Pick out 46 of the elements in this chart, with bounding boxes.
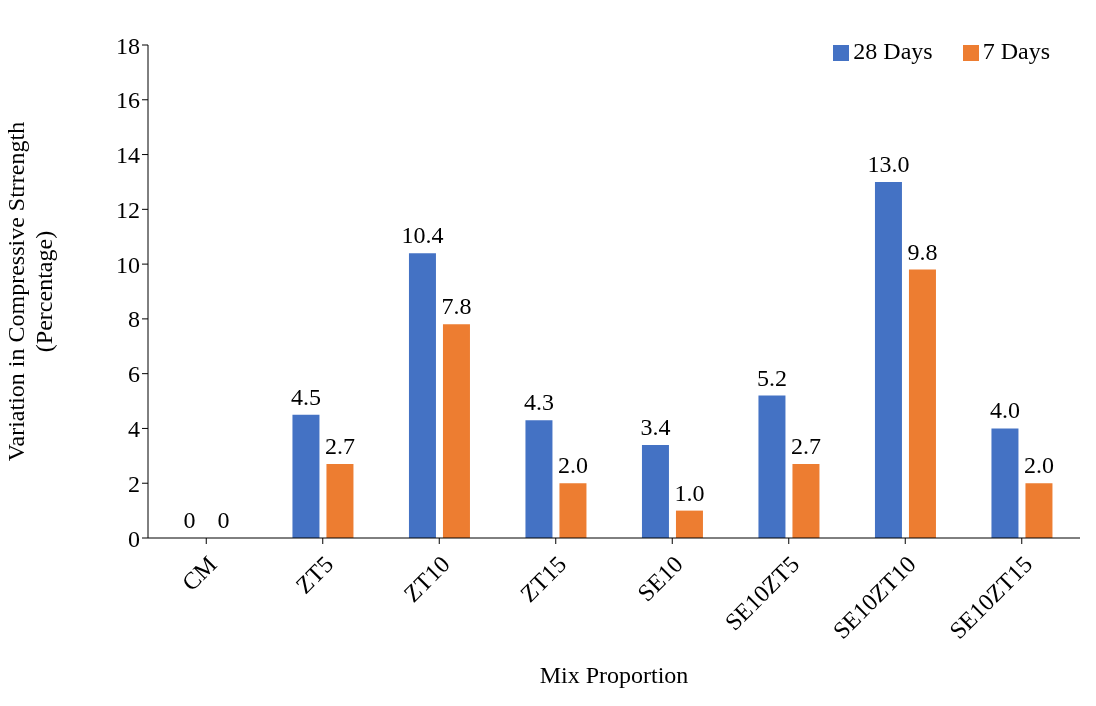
data-label: 3.4: [640, 413, 671, 440]
bar: [559, 483, 587, 538]
bar: [758, 395, 786, 538]
y-tick-label: 4: [128, 415, 140, 442]
x-axis-title: Mix Proportion: [539, 662, 689, 688]
data-label: 5.2: [756, 364, 787, 391]
bar: [1025, 483, 1053, 538]
bar: [641, 444, 669, 538]
data-label: 0: [217, 506, 230, 533]
y-tick-label: 14: [116, 142, 140, 169]
data-label: 2.0: [1023, 452, 1054, 479]
x-tick-label: ZT5: [290, 551, 339, 599]
data-label: 1.0: [674, 479, 705, 506]
bar: [908, 269, 936, 538]
bar: [675, 510, 703, 538]
y-tick-label: 12: [116, 196, 140, 223]
data-label: 4.0: [989, 397, 1020, 424]
data-label: 2.7: [790, 433, 821, 460]
y-tick-label: 8: [128, 306, 140, 333]
y-tick-label: 18: [116, 32, 140, 59]
bar: [874, 181, 902, 538]
legend-label: 7 Days: [982, 38, 1050, 64]
y-tick-label: 2: [128, 470, 140, 497]
bar: [991, 428, 1019, 538]
data-label: 2.0: [557, 452, 588, 479]
bar: [525, 420, 553, 538]
y-tick-label: 16: [116, 87, 140, 114]
data-label: 0: [183, 506, 196, 533]
bar: [442, 324, 470, 538]
bar: [292, 414, 320, 538]
data-label: 4.3: [523, 389, 554, 416]
bar: [326, 464, 354, 538]
x-tick-label: CM: [176, 551, 222, 596]
y-axis-title: Variation in Compressive Strrength (Percentage): [3, 121, 57, 462]
data-label: 9.8: [907, 238, 938, 265]
legend-label: 28 Days: [853, 38, 933, 64]
data-label: 2.7: [324, 433, 355, 460]
y-tick-label: 6: [128, 361, 140, 388]
data-label: 4.5: [290, 383, 321, 410]
bar: [792, 464, 820, 538]
data-label: 7.8: [441, 293, 472, 320]
bar: [408, 253, 436, 538]
y-tick-label: 10: [116, 251, 140, 278]
data-label: 13.0: [867, 150, 910, 177]
data-label: 10.4: [401, 222, 444, 249]
y-tick-label: 0: [128, 525, 140, 552]
